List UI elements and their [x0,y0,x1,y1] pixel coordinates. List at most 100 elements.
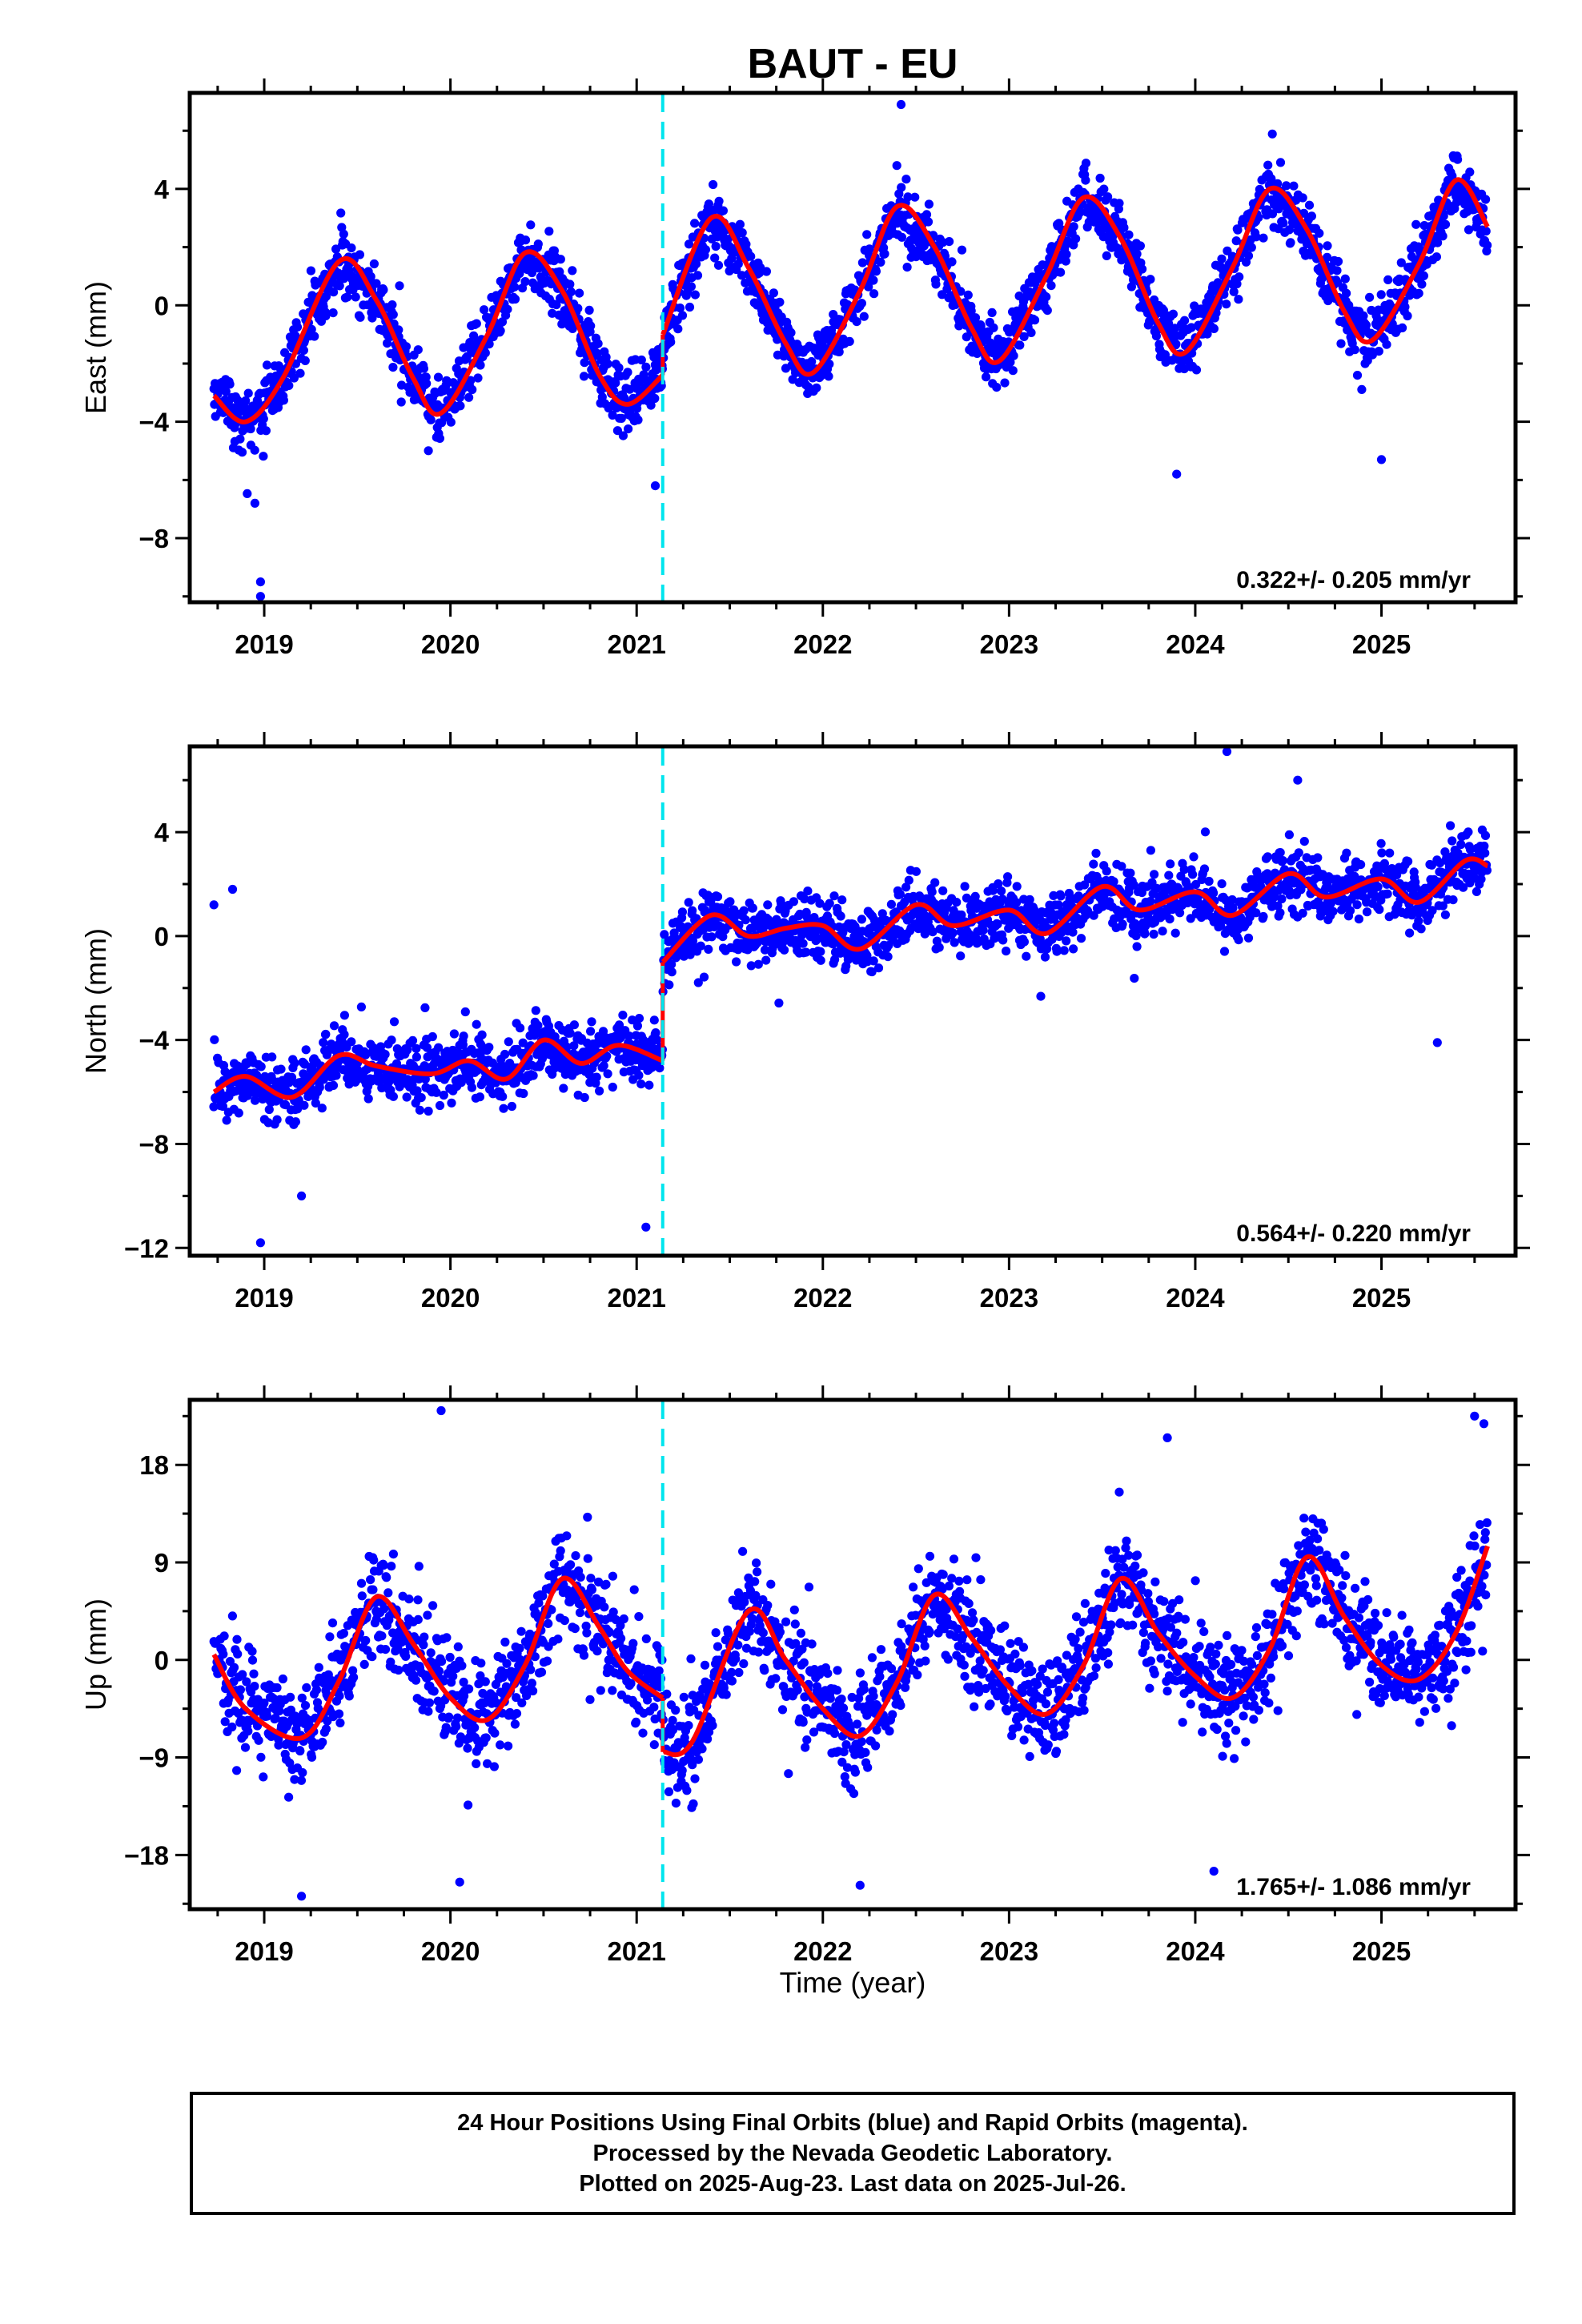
y-tick-label: −8 [139,1129,169,1159]
data-point [328,308,338,318]
data-point [307,324,316,334]
data-point [1247,243,1256,252]
data-point [825,360,834,369]
data-point [1095,173,1105,183]
data-point [1025,895,1034,904]
data-point [988,886,998,895]
data-point [1146,896,1155,907]
data-point [1231,236,1241,246]
data-point [420,1075,430,1084]
x-tick-label: 2024 [1166,629,1225,659]
data-point [957,245,967,255]
data-point [321,292,331,301]
up-points [209,1405,1492,1901]
data-point [507,1101,517,1112]
data-point [1089,859,1098,869]
data-point [466,376,476,385]
data-point [1350,345,1359,355]
data-point [667,959,677,969]
data-point [1209,324,1219,333]
data-point [655,1063,665,1073]
data-point [428,1031,437,1042]
data-point [1046,281,1056,291]
data-point [272,1683,282,1693]
data-point [1277,894,1287,904]
data-point [300,1059,310,1069]
data-point [496,326,505,336]
data-point [569,1020,580,1030]
data-point [586,321,596,331]
data-point [748,903,757,913]
data-point [815,899,825,908]
data-point [997,887,1006,896]
data-point [677,907,688,917]
data-point [962,893,971,903]
data-point [299,1100,309,1110]
data-point [243,489,252,499]
data-point [685,302,695,312]
data-point-outlier [1432,1038,1442,1047]
data-point [901,883,911,892]
data-point [1456,839,1466,850]
data-point [388,310,398,320]
data-point [1416,924,1426,934]
data-point [1059,946,1069,955]
data-point-outlier [641,1222,651,1232]
data-point [880,249,889,259]
data-point [693,271,703,280]
data-point [1233,225,1243,235]
data-point [1464,225,1474,235]
data-point [869,956,878,966]
data-point [1026,328,1036,337]
data-point [242,1677,251,1687]
data-point [628,1015,637,1025]
data-point [1307,211,1316,221]
data-point [989,323,998,332]
data-point [873,963,884,973]
data-point [1165,915,1174,924]
data-point [247,1647,257,1656]
data-point [527,267,537,278]
data-point [1000,378,1010,388]
data-point [1126,282,1136,292]
data-point [1243,933,1254,943]
data-point [1146,275,1155,284]
data-point [1403,311,1412,321]
data-point [761,955,771,965]
data-point [246,424,255,434]
data-point [970,313,981,323]
data-point [632,1021,643,1031]
data-point [1313,853,1323,862]
data-point [903,192,913,202]
data-point [1019,332,1029,341]
data-point [857,915,866,924]
data-point [675,304,685,313]
data-point [876,257,885,267]
data-point [435,1100,445,1111]
data-point [1180,316,1190,325]
data-point [1323,879,1332,889]
data-point [484,340,494,349]
data-point [259,1699,269,1708]
data-point [219,1650,228,1659]
data-point [956,951,966,961]
data-point [737,271,747,280]
data-point [488,1058,498,1068]
data-point [389,1017,400,1027]
data-point [402,1092,412,1102]
data-point [684,239,694,249]
data-point [763,900,773,910]
data-point [528,1071,538,1080]
data-point [233,1649,243,1659]
data-point [264,1104,274,1115]
data-point-outlier [896,99,906,110]
data-point [408,1035,418,1045]
data-point [1062,936,1071,946]
data-point [862,230,872,239]
fit-line-before-offset [212,1037,664,1100]
data-point [477,1030,487,1039]
data-point [1480,830,1491,840]
data-point [711,242,721,251]
data-point [614,363,624,372]
data-point [592,1072,601,1082]
